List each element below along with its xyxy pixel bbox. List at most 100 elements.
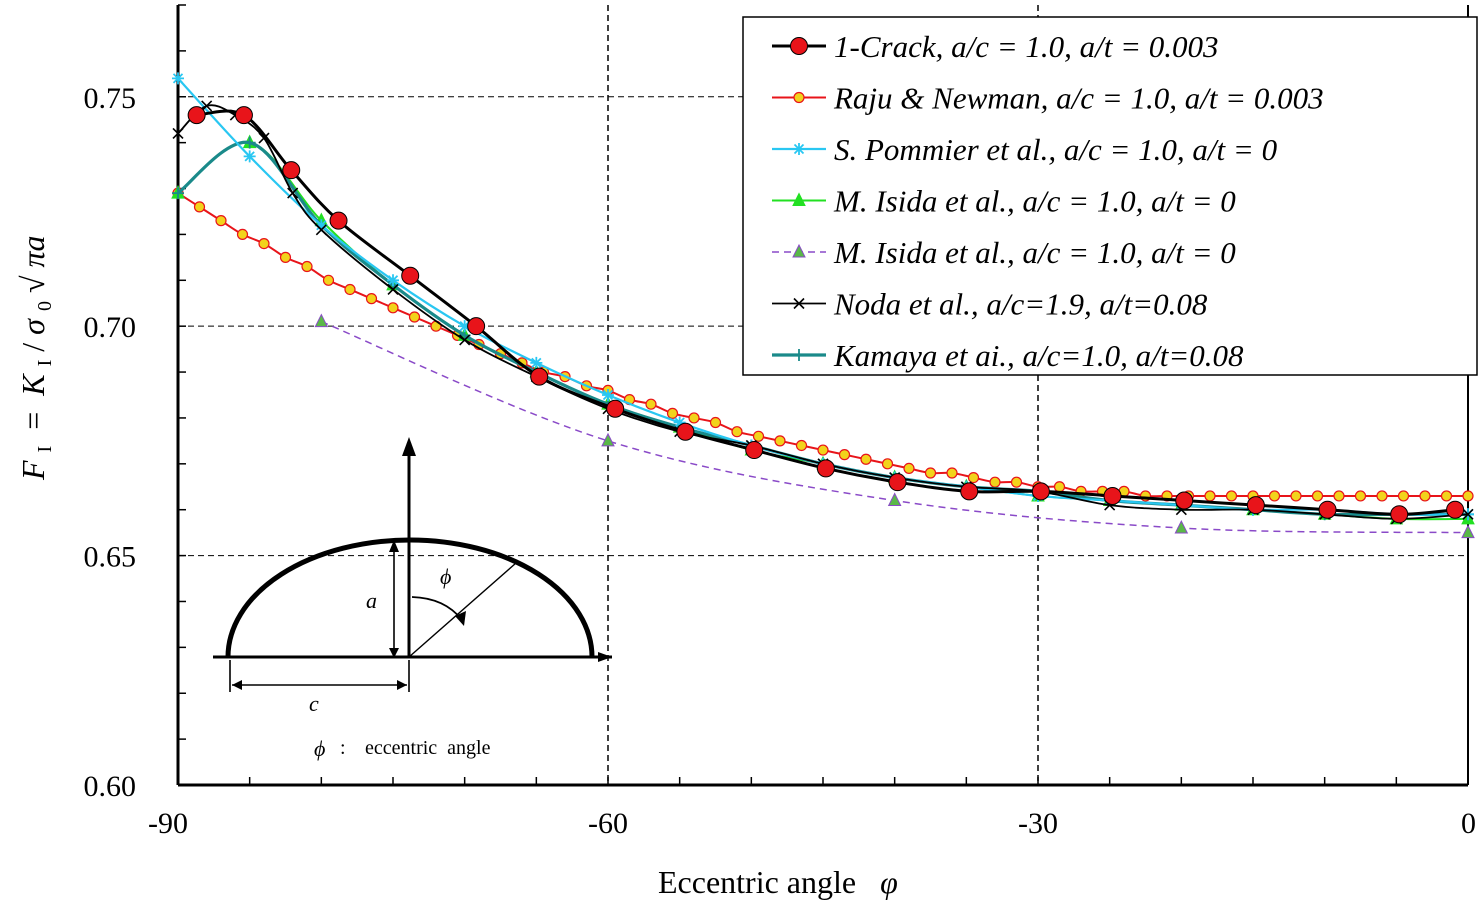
- data-point: [459, 334, 471, 346]
- y-axis-title: F I = K I / σ 0 √ πa: [15, 235, 58, 481]
- y-title-eq: =: [15, 404, 51, 438]
- data-point: [1376, 490, 1388, 502]
- data-point: [279, 251, 292, 263]
- data-point: [1461, 524, 1475, 539]
- data-point: [946, 467, 958, 479]
- data-point: [408, 311, 421, 323]
- series-0: [187, 106, 1465, 524]
- inset-c-arrow-left: [232, 680, 242, 690]
- legend-entry: M. Isida et al., a/c = 1.0, a/t = 0: [772, 184, 1236, 219]
- data-point: [387, 283, 399, 296]
- y-tick-label: 0.65: [84, 541, 137, 574]
- legend: 1-Crack, a/c = 1.0, a/t = 0.003 Raju & Ne…: [742, 16, 1478, 376]
- data-point: [817, 444, 829, 456]
- data-point: [315, 219, 328, 232]
- data-point: [234, 106, 253, 125]
- data-point: [287, 187, 299, 199]
- data-point: [881, 458, 894, 470]
- data-point: [1204, 490, 1216, 502]
- data-point: [387, 274, 399, 287]
- y-tick-label: 0.70: [84, 311, 137, 344]
- data-point: [1174, 519, 1189, 534]
- data-point: [816, 459, 835, 478]
- data-point: [745, 441, 764, 460]
- legend-label: M. Isida et al., a/c = 1.0, a/t = 0: [833, 184, 1236, 219]
- data-point: [673, 416, 686, 429]
- crack-schematic-inset: a c ϕ ϕ : eccentric angle: [213, 437, 612, 761]
- x-axis-title: Eccentric angle φ: [658, 864, 898, 900]
- data-point: [458, 320, 471, 333]
- data-point: [387, 302, 399, 314]
- data-point: [666, 407, 679, 419]
- data-point: [924, 467, 937, 479]
- data-point: [1268, 490, 1281, 502]
- data-point: [315, 224, 327, 236]
- data-point: [314, 313, 329, 328]
- y-tick-label: 0.60: [84, 770, 137, 803]
- data-point: [329, 211, 348, 230]
- data-point: [989, 476, 1001, 488]
- data-point: [790, 37, 808, 55]
- data-point: [860, 453, 872, 465]
- inset-caption-text: eccentric angle: [365, 737, 491, 759]
- legend-entry: S. Pommier et al., a/c = 1.0, a/t = 0: [772, 132, 1278, 167]
- data-point: [887, 492, 902, 507]
- data-point: [1390, 505, 1409, 524]
- data-point: [793, 91, 805, 104]
- y-title-K: K: [15, 373, 51, 397]
- inset-radial-line: [408, 562, 517, 658]
- data-point: [258, 237, 270, 250]
- x-tick-label: 0: [1461, 807, 1476, 840]
- legend-box: [742, 16, 1478, 376]
- inset-phi-label: ϕ: [440, 564, 451, 589]
- data-point: [1397, 490, 1410, 502]
- data-point: [530, 367, 549, 386]
- data-point: [1290, 490, 1302, 502]
- inset-vertical-arrowhead: [402, 437, 416, 456]
- data-point: [282, 161, 301, 180]
- data-point: [344, 283, 356, 296]
- data-point: [1440, 490, 1453, 502]
- y-title-pi-a: πa: [15, 235, 51, 267]
- y-title-sigma-sub: 0: [34, 301, 56, 311]
- x-tick-label: -60: [588, 807, 628, 840]
- legend-entry: Kamaya et ai., a/c=1.0, a/t=0.08: [772, 338, 1244, 373]
- series-line: [196, 109, 1456, 516]
- legend-entry: M. Isida et al., a/c = 1.0, a/t = 0: [772, 235, 1236, 270]
- data-point: [1462, 508, 1474, 520]
- y-title-F: F: [15, 460, 51, 481]
- data-point: [1354, 490, 1367, 502]
- inset-a-arrow-bottom: [389, 648, 399, 658]
- y-title-K-sub: I: [34, 360, 56, 367]
- data-point: [709, 416, 722, 429]
- x-tick-label: -30: [1018, 807, 1058, 840]
- data-point: [793, 143, 805, 155]
- data-point: [187, 106, 206, 125]
- y-title-F-sub: I: [34, 446, 56, 453]
- legend-label: 1-Crack, a/c = 1.0, a/t = 0.003: [834, 29, 1219, 64]
- data-point: [903, 462, 915, 475]
- inset-caption-symbol: ϕ: [314, 736, 325, 761]
- series-layer: [171, 72, 1475, 539]
- data-point: [793, 297, 805, 310]
- inset-c-label: c: [309, 691, 319, 716]
- data-point: [172, 72, 184, 85]
- data-point: [1446, 500, 1465, 519]
- legend-label: Kamaya et ai., a/c=1.0, a/t=0.08: [833, 338, 1244, 373]
- data-point: [1419, 490, 1431, 502]
- data-point: [172, 187, 184, 200]
- inset-a-label: a: [366, 588, 377, 613]
- data-point: [1462, 490, 1474, 502]
- data-point: [792, 192, 806, 206]
- data-point: [888, 473, 907, 492]
- data-point: [1318, 500, 1337, 519]
- y-title-slash: /: [15, 343, 51, 352]
- data-point: [243, 150, 256, 163]
- data-point: [967, 471, 980, 484]
- data-point: [301, 260, 313, 273]
- y-tick-label: 0.75: [84, 82, 137, 115]
- legend-label: S. Pommier et al., a/c = 1.0, a/t = 0: [834, 132, 1278, 167]
- data-point: [676, 422, 695, 441]
- legend-label: Noda et al., a/c=1.9, a/t=0.08: [833, 287, 1208, 322]
